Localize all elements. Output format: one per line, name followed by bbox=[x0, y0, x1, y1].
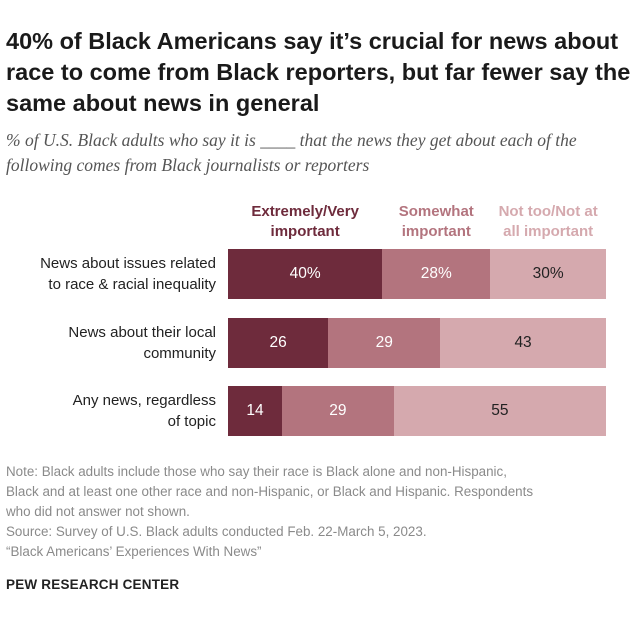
bar-segment-somewhat: 29 bbox=[282, 386, 394, 436]
data-label: 30% bbox=[532, 265, 564, 282]
bar-segment-extremely-very: 40% bbox=[228, 249, 383, 299]
bar-segment-not-too: 43 bbox=[440, 318, 606, 368]
chart-notes: Note: Black adults include those who say… bbox=[6, 462, 632, 562]
footer-brand: PEW RESEARCH CENTER bbox=[6, 577, 180, 592]
bar-segment-extremely-very: 26 bbox=[228, 318, 329, 368]
chart-title: 40% of Black Americans say it’s crucial … bbox=[6, 28, 631, 116]
chart-subtitle: % of U.S. Black adults who say it is ___… bbox=[6, 130, 577, 175]
bar-segment-somewhat: 29 bbox=[328, 318, 441, 368]
bar-segment-not-too: 55 bbox=[393, 386, 606, 436]
data-label: 28% bbox=[420, 265, 452, 282]
legend-item-not-too: Not too/Not at all important bbox=[498, 203, 598, 240]
category-label: Any news, regardless of topic bbox=[72, 392, 216, 430]
data-label: 14 bbox=[246, 402, 264, 419]
data-label: 55 bbox=[491, 402, 509, 419]
note-line: Note: Black adults include those who say… bbox=[6, 464, 507, 479]
category-label: News about issues related to race & racia… bbox=[40, 255, 216, 293]
legend-item-somewhat: Somewhat important bbox=[398, 203, 474, 240]
note-line: Black and at least one other race and no… bbox=[6, 484, 534, 499]
note-line: who did not answer not shown. bbox=[6, 504, 190, 519]
category-label: News about their local community bbox=[68, 324, 216, 362]
source-line: Source: Survey of U.S. Black adults cond… bbox=[6, 524, 427, 539]
legend-item-extremely-very: Extremely/Very important bbox=[251, 203, 359, 240]
data-label: 40% bbox=[289, 265, 321, 282]
data-label: 29 bbox=[329, 402, 347, 419]
data-label: 26 bbox=[269, 334, 287, 351]
report-title-line: “Black Americans’ Experiences With News” bbox=[6, 544, 262, 559]
data-label: 29 bbox=[375, 334, 393, 351]
bar-segment-extremely-very: 14 bbox=[228, 386, 282, 436]
bar-segment-not-too: 30% bbox=[490, 249, 606, 299]
data-label: 43 bbox=[514, 334, 532, 351]
bar-segment-somewhat: 28% bbox=[382, 249, 491, 299]
